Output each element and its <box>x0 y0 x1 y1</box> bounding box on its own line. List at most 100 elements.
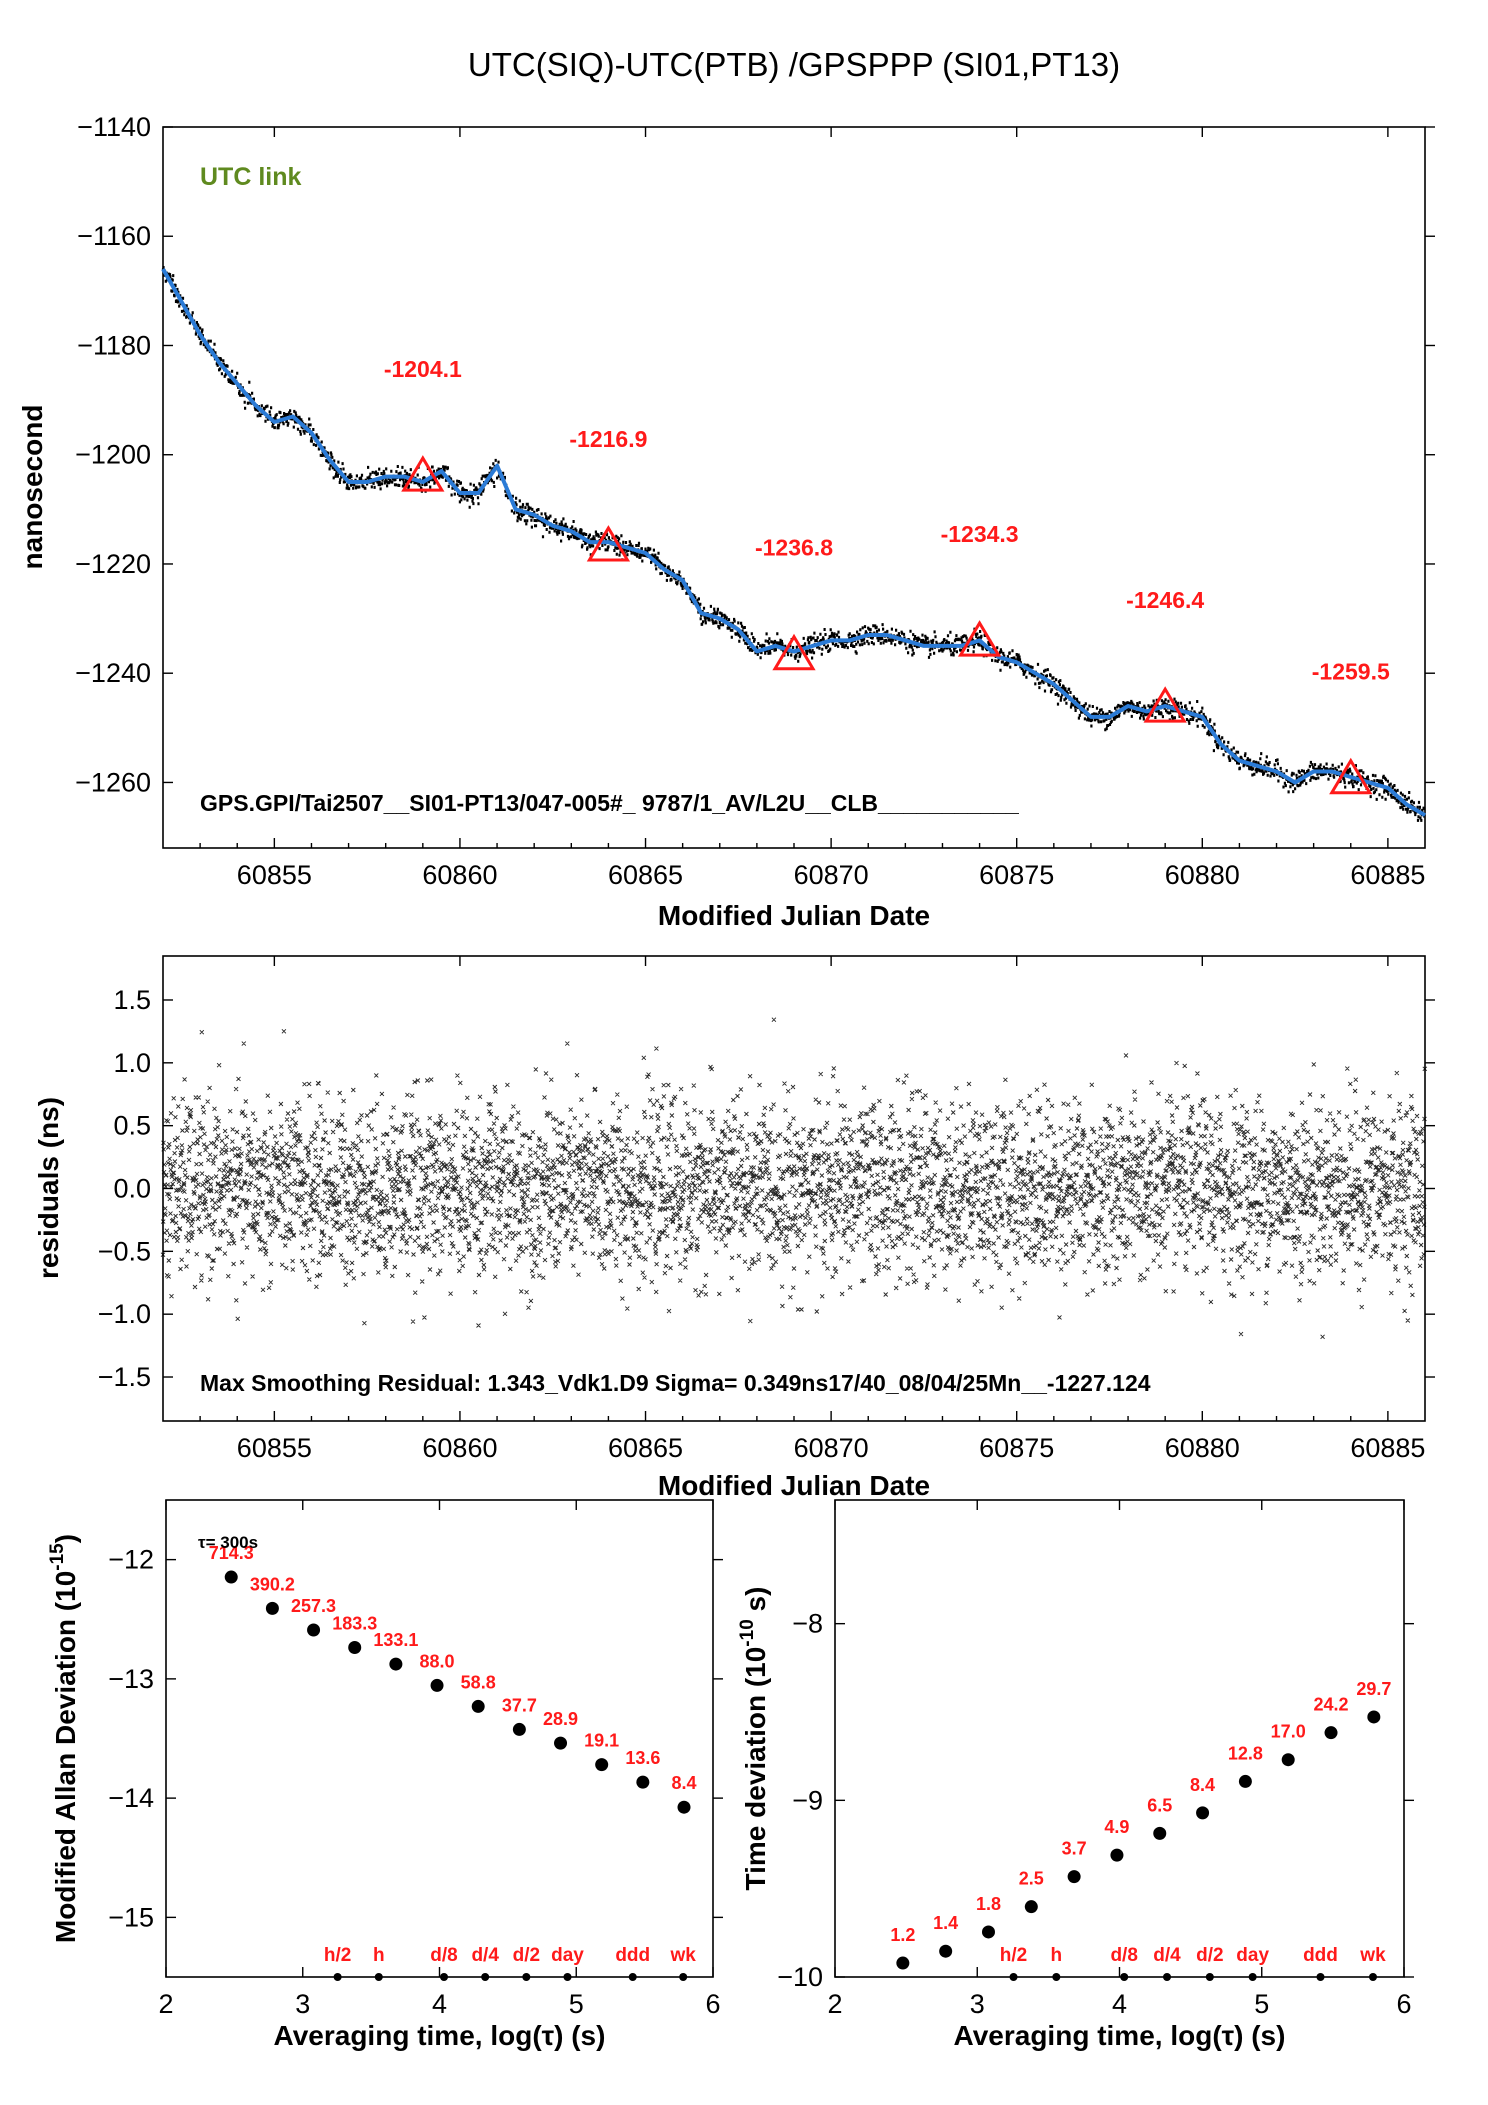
deviation-point <box>348 1641 362 1655</box>
marker-triangle <box>957 620 1002 657</box>
time-mark-label: wk <box>1359 1945 1386 1966</box>
y-axis-label: Time deviation (10-10 s) <box>737 1587 771 1891</box>
time-mark-label: d/8 <box>1110 1945 1137 1966</box>
x-tick-label: 60855 <box>237 860 312 890</box>
y-tick-label: −1260 <box>75 767 151 797</box>
y-tick-label: 1.5 <box>113 985 151 1015</box>
x-axis-label: Averaging time, log(τ) (s) <box>274 2020 606 2051</box>
x-tick-label: 5 <box>569 1989 584 2019</box>
deviation-value-label: 1.8 <box>976 1894 1001 1914</box>
x-tick-label: 60885 <box>1350 860 1425 890</box>
deviation-value-label: 13.6 <box>625 1748 660 1768</box>
y-tick-label: −15 <box>108 1902 154 1932</box>
deviation-value-label: 37.7 <box>502 1695 537 1715</box>
deviation-value-label: 257.3 <box>291 1596 336 1616</box>
x-axis-label: Averaging time, log(τ) (s) <box>954 2020 1286 2051</box>
y-tick-label: −13 <box>108 1664 154 1694</box>
deviation-value-label: 1.2 <box>890 1925 915 1945</box>
x-tick-label: 6 <box>1396 1989 1411 2019</box>
y-tick-label: 0.5 <box>113 1111 151 1141</box>
time-mark-dot <box>1120 1973 1129 1981</box>
x-tick-label: 2 <box>158 1989 173 2019</box>
time-mark-dot <box>679 1973 688 1981</box>
x-tick-label: 60880 <box>1165 1433 1240 1463</box>
deviation-value-label: 88.0 <box>420 1651 455 1671</box>
y-tick-label: 1.0 <box>113 1048 151 1078</box>
time-mark-label: d/2 <box>1196 1945 1223 1966</box>
deviation-value-label: 1.4 <box>933 1913 958 1933</box>
y-axis-label: Modified Allan Deviation (10-15) <box>47 1534 81 1943</box>
x-tick-label: 4 <box>432 1989 447 2019</box>
time-mark-dot <box>628 1973 637 1981</box>
x-tick-label: 60880 <box>1165 860 1240 890</box>
time-mark-label: h <box>1051 1945 1063 1966</box>
time-mark-dot <box>1052 1973 1061 1981</box>
time-mark-label: h/2 <box>324 1945 351 1966</box>
deviation-point <box>307 1623 321 1637</box>
plot-frame <box>834 1499 1405 1978</box>
y-tick-label: −12 <box>108 1545 154 1575</box>
y-tick-label: −1220 <box>75 549 151 579</box>
y-tick-label: −1180 <box>77 330 151 360</box>
time-mark-label: d/8 <box>430 1945 457 1966</box>
page-title: UTC(SIQ)-UTC(PTB) /GPSPPP (SI01,PT13) <box>468 46 1120 83</box>
deviation-value-label: 183.3 <box>332 1614 377 1634</box>
time-mark-dot <box>563 1973 572 1981</box>
deviation-value-label: 19.1 <box>584 1731 619 1751</box>
deviation-value-label: 3.7 <box>1062 1839 1087 1859</box>
marker-triangle <box>401 455 445 492</box>
deviation-point <box>1153 1826 1167 1840</box>
x-tick-label: 60865 <box>608 1433 683 1463</box>
deviation-point <box>981 1925 995 1939</box>
marker-triangle <box>586 525 631 562</box>
plot-frame <box>165 1499 714 1978</box>
x-axis-label: Modified Julian Date <box>658 900 930 931</box>
time-mark-dot <box>374 1973 383 1981</box>
x-tick-label: 2 <box>827 1989 842 2019</box>
residual-points <box>160 1017 1428 1340</box>
deviation-value-label: 6.5 <box>1147 1795 1172 1815</box>
x-axis-label: Modified Julian Date <box>658 1470 930 1501</box>
time-mark-dot <box>1368 1973 1377 1981</box>
x-tick-label: 60875 <box>979 860 1054 890</box>
y-tick-label: −14 <box>108 1783 154 1813</box>
deviation-point <box>224 1570 238 1584</box>
y-tick-label: −0.5 <box>98 1236 151 1266</box>
deviation-point <box>1110 1848 1124 1862</box>
x-tick-label: 60860 <box>422 860 497 890</box>
time-mark-dot <box>1163 1973 1172 1981</box>
deviation-value-label: 714.3 <box>209 1543 254 1563</box>
tau-label: τ= 300s <box>198 1533 258 1552</box>
time-mark-dot <box>1316 1973 1325 1981</box>
x-tick-label: 60870 <box>794 1433 869 1463</box>
deviation-point <box>1024 1900 1038 1914</box>
y-tick-label: 0.0 <box>113 1174 151 1204</box>
deviation-value-label: 17.0 <box>1271 1722 1306 1742</box>
marker-value-label: -1259.5 <box>1312 659 1390 685</box>
y-tick-label: −1.0 <box>98 1299 151 1329</box>
deviation-value-label: 390.2 <box>250 1574 295 1594</box>
deviation-value-label: 58.8 <box>461 1672 496 1692</box>
time-mark-label: h/2 <box>1000 1945 1027 1966</box>
time-mark-label: d/4 <box>471 1945 499 1966</box>
x-tick-label: 60870 <box>794 860 869 890</box>
time-mark-dot <box>333 1973 342 1981</box>
y-tick-label: −1200 <box>75 440 151 470</box>
deviation-point <box>471 1699 485 1713</box>
x-tick-label: 60860 <box>422 1433 497 1463</box>
y-axis-label: residuals (ns) <box>33 1097 64 1279</box>
residuals-panel: 60855 60860 60865 60870 60875 60880 60885 1.5 1.… <box>33 955 1435 1501</box>
deviation-value-label: 29.7 <box>1356 1679 1391 1699</box>
y-tick-label: −1240 <box>75 658 151 688</box>
deviation-point <box>265 1601 279 1615</box>
x-tick-label: 60875 <box>979 1433 1054 1463</box>
time-mark-label: day <box>551 1945 584 1966</box>
deviation-point <box>896 1956 910 1970</box>
residuals-footer: Max Smoothing Residual: 1.343_Vdk1.D9 Si… <box>200 1370 1151 1396</box>
x-tick-label: 60855 <box>237 1433 312 1463</box>
deviation-value-label: 24.2 <box>1314 1695 1349 1715</box>
deviation-value-label: 133.1 <box>373 1630 418 1650</box>
time-mark-label: ddd <box>615 1945 650 1966</box>
